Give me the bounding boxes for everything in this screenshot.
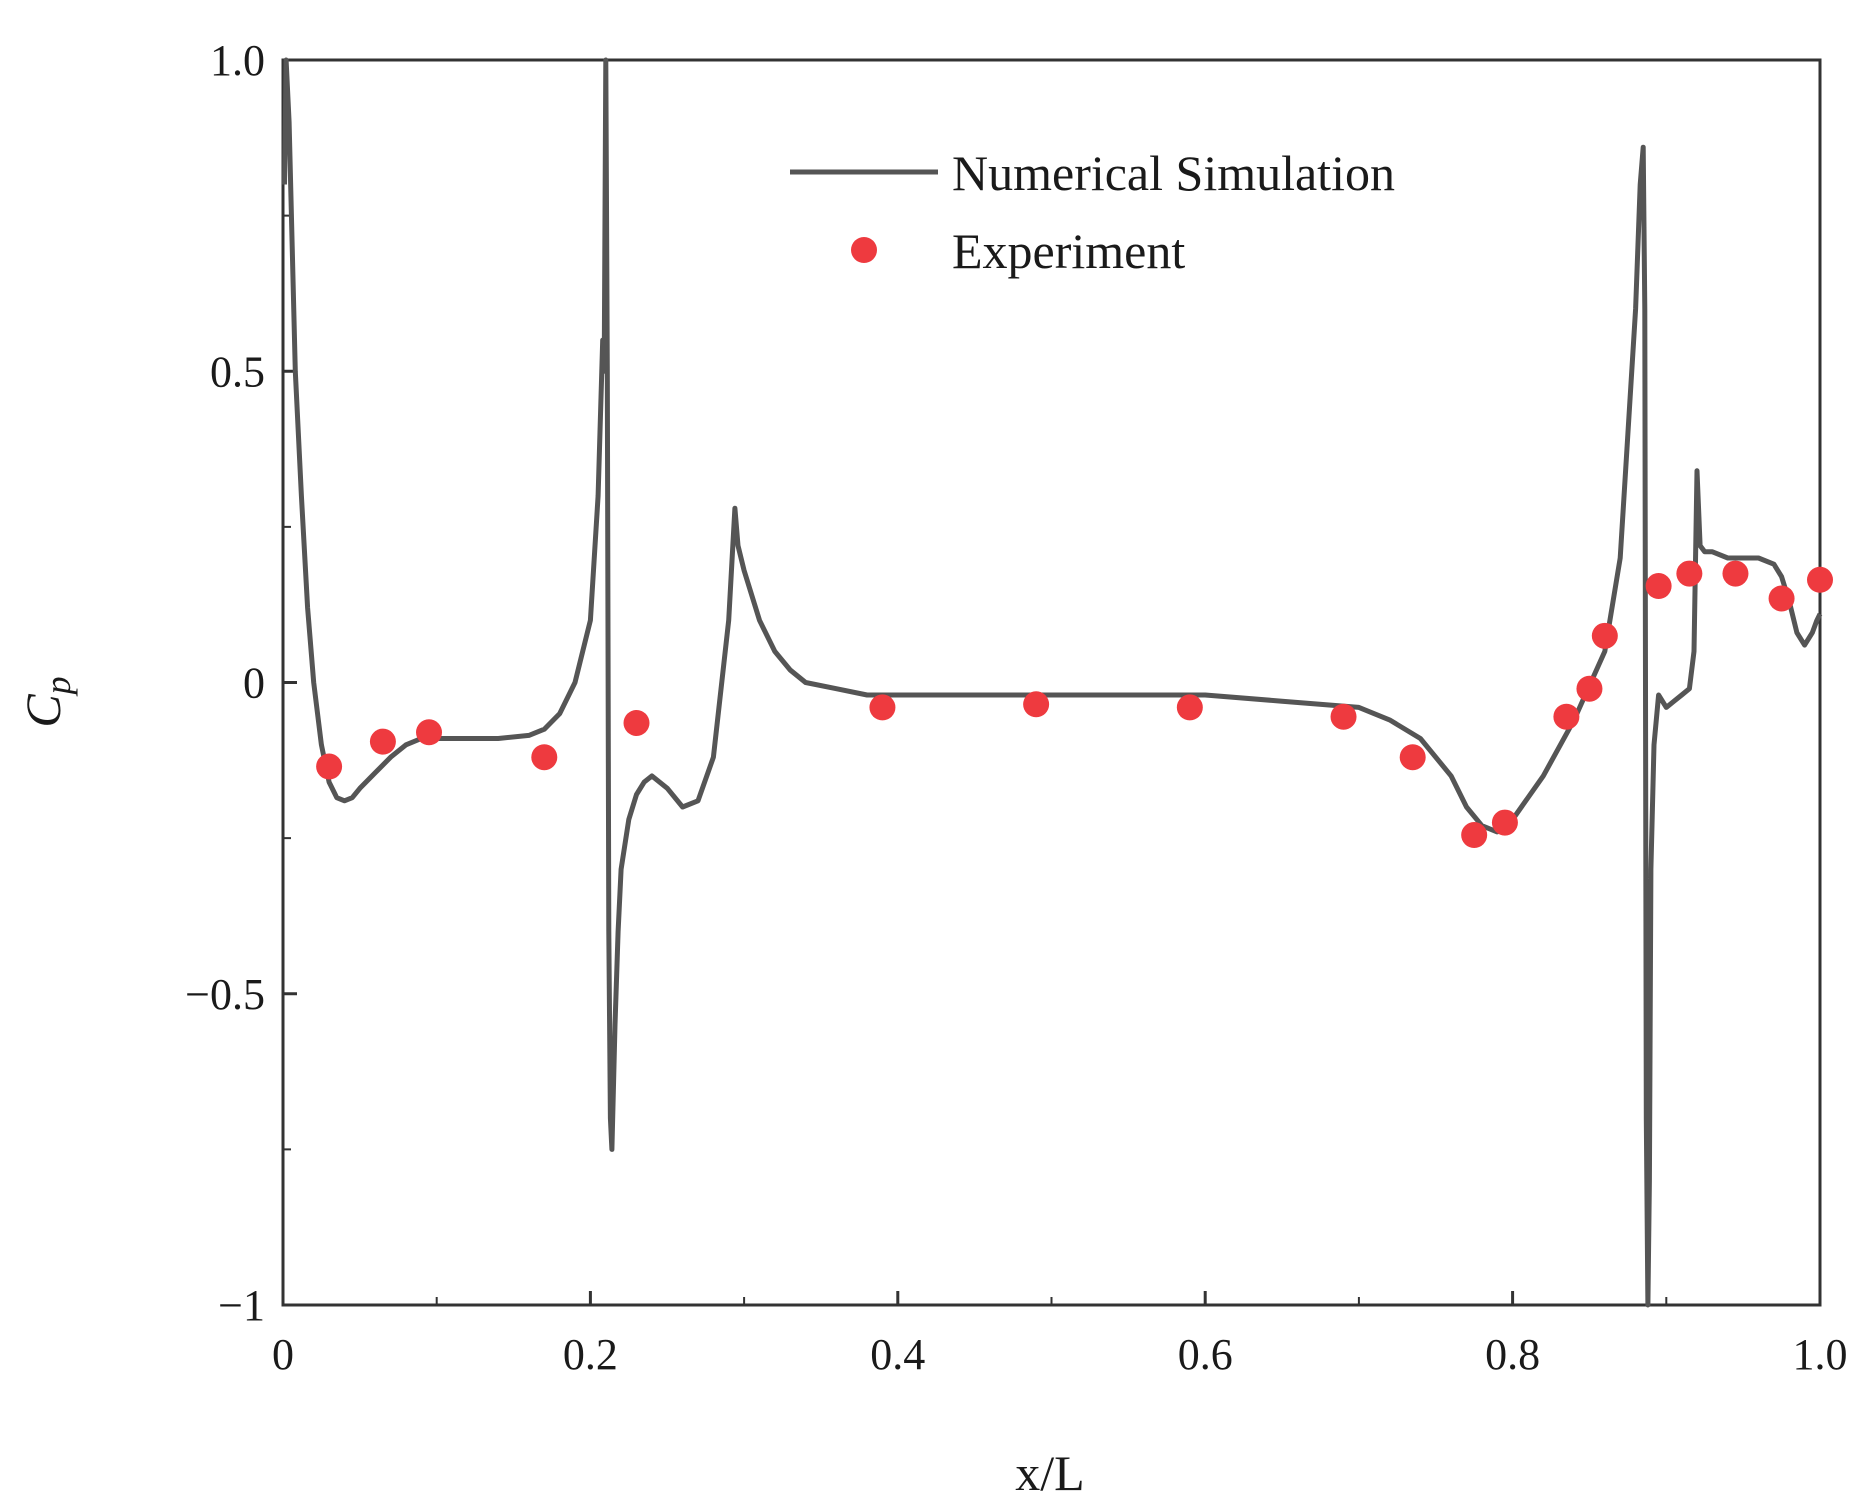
x-axis-title: x/L xyxy=(1015,1445,1084,1501)
experiment-point xyxy=(1491,809,1518,836)
experiment-point xyxy=(316,753,343,780)
experiment-point xyxy=(1330,703,1357,730)
y-axis-title-main: C xyxy=(15,694,71,728)
legend-experiment-label: Experiment xyxy=(952,223,1185,279)
experiment-point xyxy=(623,709,650,736)
experiment-point xyxy=(1399,744,1426,771)
experiment-point xyxy=(1176,694,1203,721)
experiment-points xyxy=(316,560,1833,849)
experiment-point xyxy=(416,719,443,746)
experiment-point xyxy=(1591,622,1618,649)
svg-text:Cp: Cp xyxy=(15,676,78,727)
experiment-point xyxy=(869,694,896,721)
y-tick-label: 0.5 xyxy=(210,347,265,396)
experiment-point xyxy=(1768,585,1795,612)
y-tick-label: 0 xyxy=(243,659,265,708)
experiment-point xyxy=(531,744,558,771)
experiment-point xyxy=(1676,560,1703,587)
y-tick-label: 1.0 xyxy=(210,36,265,85)
y-axis-title-subscript: p xyxy=(38,676,78,697)
experiment-point xyxy=(1722,560,1749,587)
experiment-point xyxy=(1553,703,1580,730)
x-tick-label: 0 xyxy=(272,1330,294,1379)
x-tick-label: 0.6 xyxy=(1178,1330,1233,1379)
experiment-point xyxy=(1576,675,1603,702)
experiment-point xyxy=(1023,691,1050,718)
y-axis-title: Cp xyxy=(15,676,78,727)
experiment-point xyxy=(1807,566,1833,593)
y-tick-label: −1 xyxy=(218,1281,265,1330)
legend: Numerical Simulation Experiment xyxy=(790,145,1395,279)
x-tick-label: 0.4 xyxy=(870,1330,925,1379)
axis-ticks: 0 0.2 0.4 0.6 0.8 1.0 −1 −0.5 0 0.5 1.0 xyxy=(185,36,1847,1379)
legend-simulation-label: Numerical Simulation xyxy=(952,145,1395,201)
experiment-point xyxy=(369,728,396,755)
x-tick-label: 1.0 xyxy=(1793,1330,1848,1379)
experiment-point xyxy=(1645,573,1672,600)
x-tick-label: 0.2 xyxy=(563,1330,618,1379)
experiment-point xyxy=(1461,822,1488,849)
y-tick-label: −0.5 xyxy=(185,970,265,1019)
legend-experiment-marker xyxy=(851,237,877,263)
x-tick-label: 0.8 xyxy=(1485,1330,1540,1379)
